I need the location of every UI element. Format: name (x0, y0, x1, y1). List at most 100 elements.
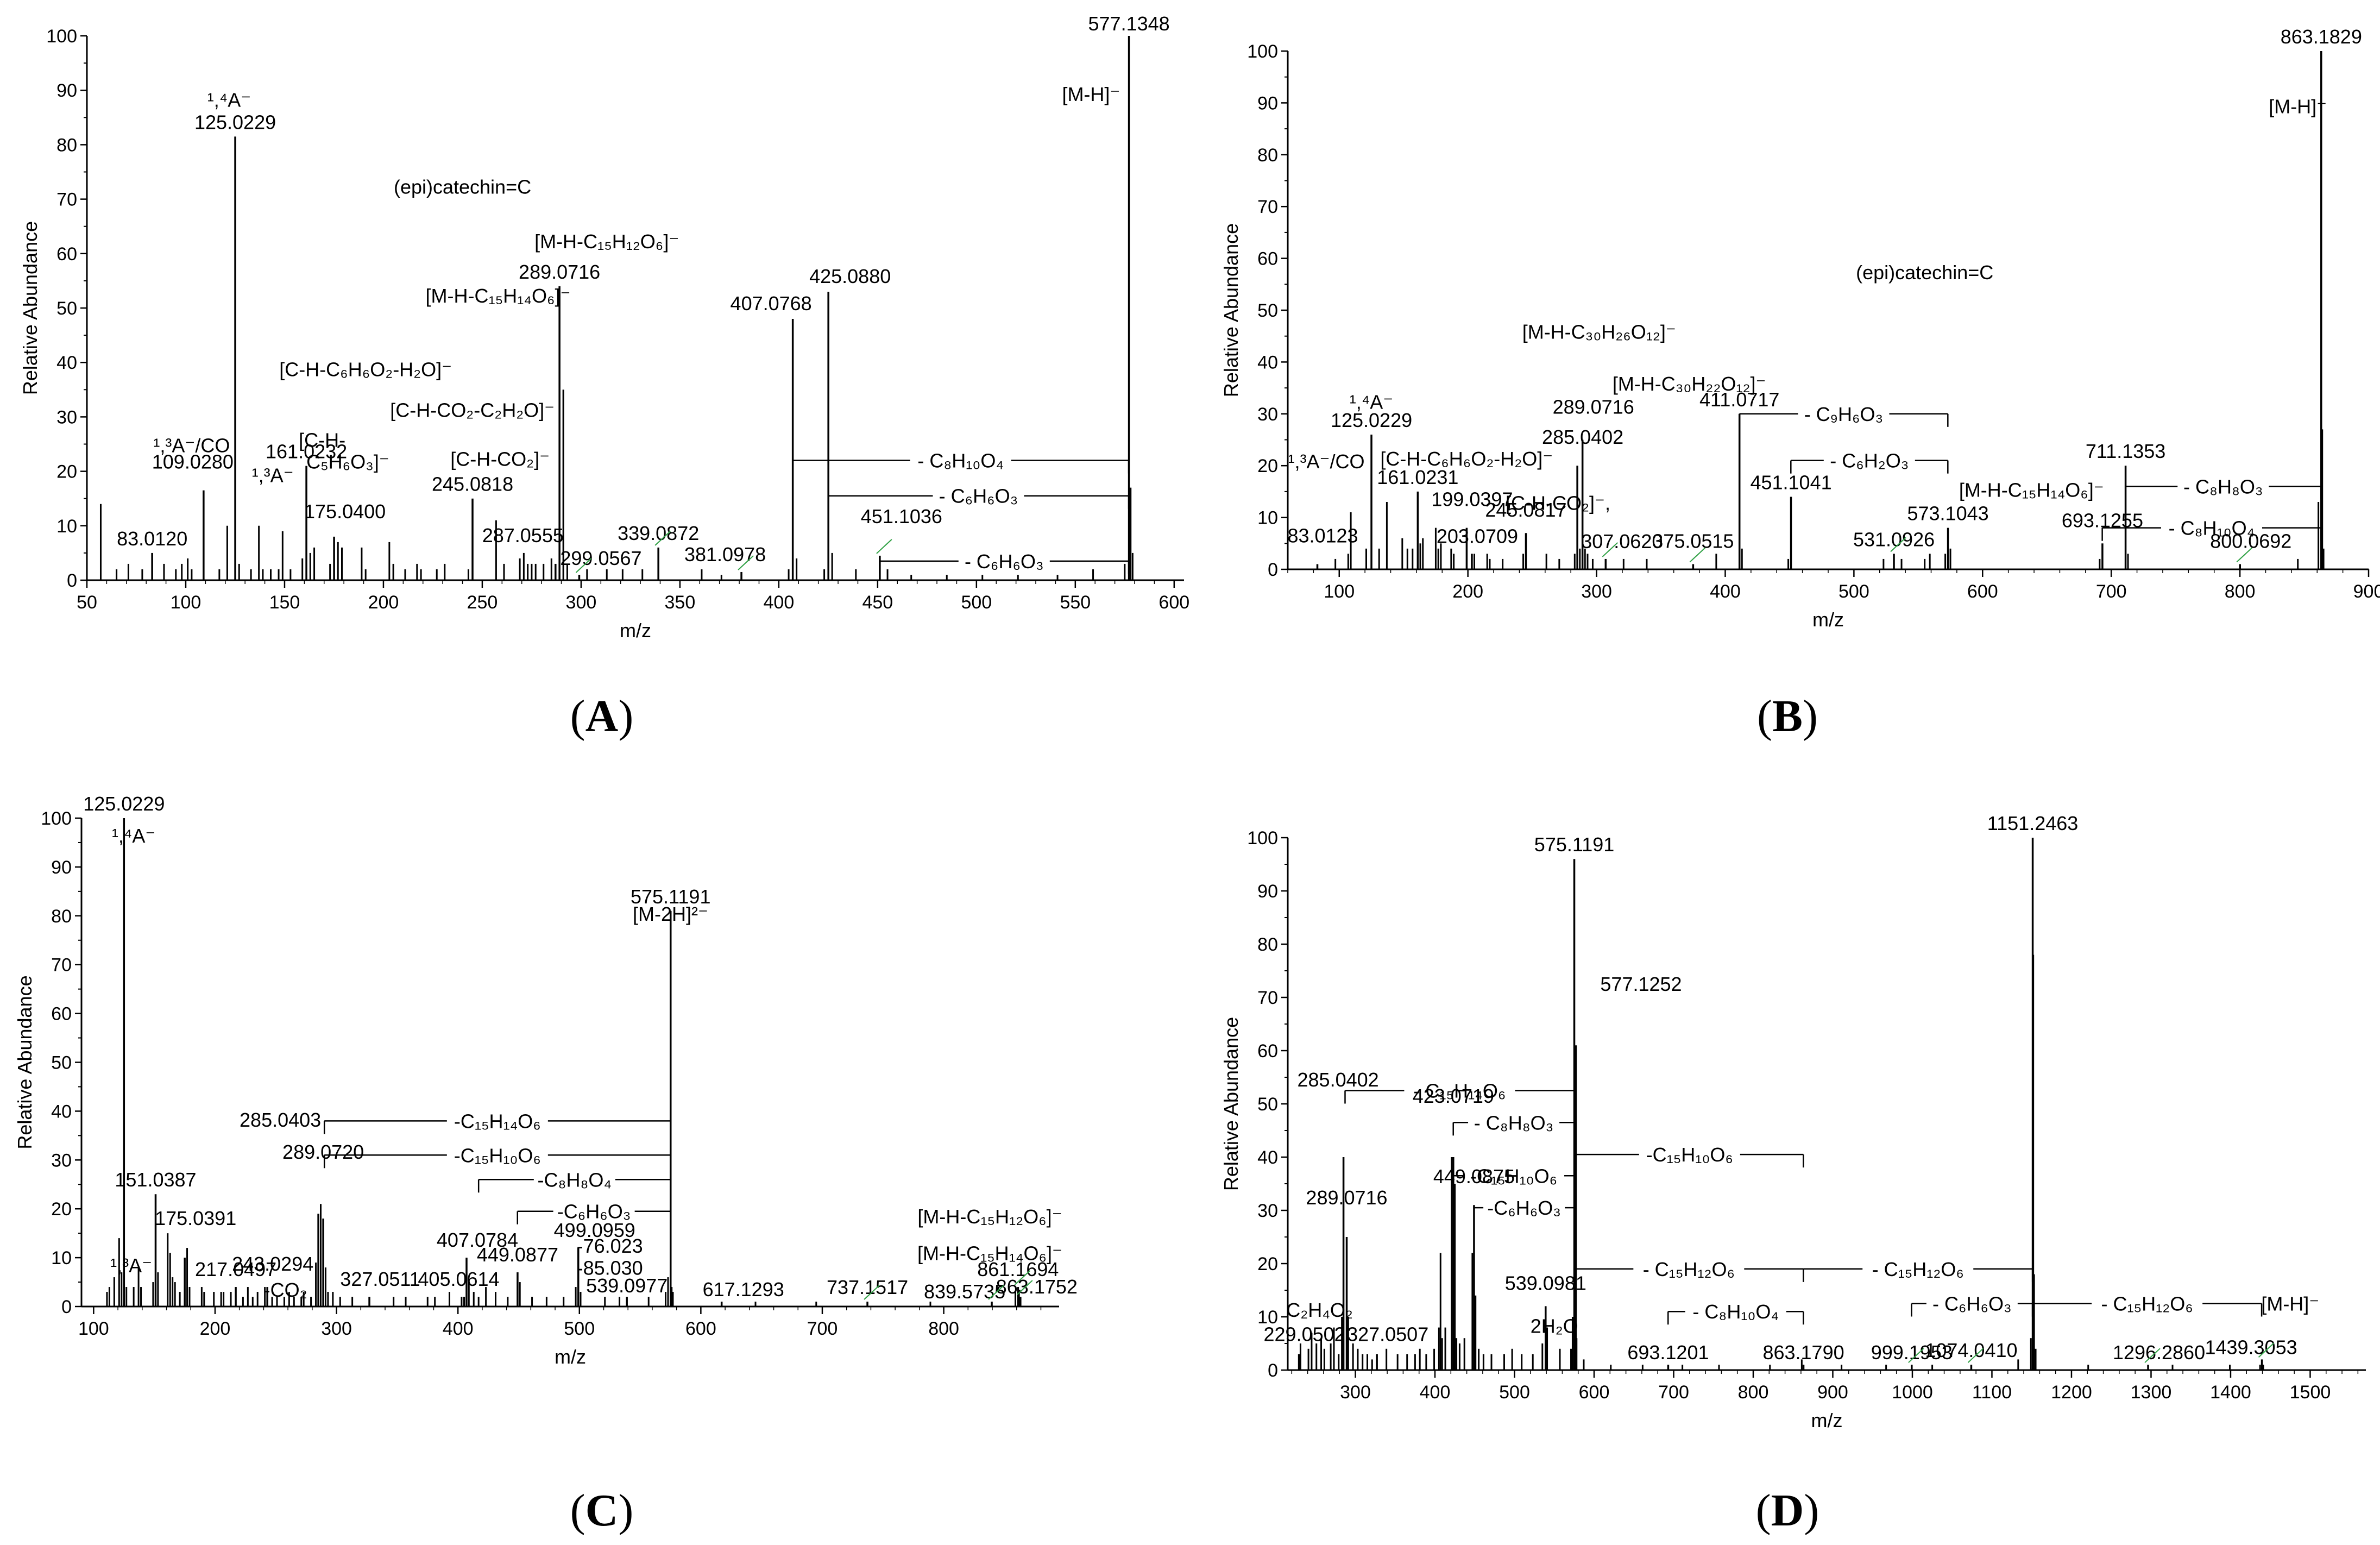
x-axis-label: m/z (555, 1346, 586, 1368)
peak-label: 83.0123 (1287, 524, 1358, 547)
peak-label: 285.0403 (240, 1109, 321, 1131)
peak-label: 243.0294 (232, 1253, 313, 1275)
x-tick-label: 600 (685, 1318, 716, 1339)
y-tick-label: 90 (1257, 881, 1278, 902)
ion-annotation: [M-H-C₃₀H₂₂O₁₂]⁻ (1613, 373, 1766, 395)
x-tick-label: 250 (467, 592, 498, 613)
ion-annotation: ¹,³A⁻ (252, 464, 294, 487)
neutral-loss-bracket: - C₁₅H₁₄O₆ (1344, 1080, 1575, 1104)
x-tick-label: 700 (2096, 581, 2127, 602)
peak-label: 307.0620 (1581, 530, 1663, 552)
y-tick-label: 70 (51, 955, 72, 976)
spectrum-a: 0 10 20 30 40 50 60 70 80 90 100 50 100 150 200 250 300 3… (19, 12, 1189, 642)
peak-label: 577.1252 (1600, 973, 1682, 995)
peak-label: 575.1191 (631, 885, 710, 908)
y-tick-label: 100 (1247, 828, 1278, 849)
ion-annotation: [M-H]⁻ (2269, 95, 2327, 117)
y-tick-label: 40 (1257, 1147, 1278, 1168)
green-leader (1967, 1348, 1984, 1363)
green-leader (654, 531, 671, 546)
panel-letter-c: (C) (570, 1485, 634, 1536)
x-tick-label: 700 (1658, 1382, 1689, 1403)
neutral-loss-bracket: - C₈H₁₀O₄ (1667, 1301, 1804, 1325)
peak-label: 1074.0410 (1925, 1339, 2017, 1361)
green-leader (2236, 547, 2252, 563)
y-axis-label: Relative Abundance (1220, 1017, 1242, 1191)
spectrum-c: 0 10 20 30 40 50 60 70 80 90 100 100 200 300 400 500 600… (14, 793, 1078, 1368)
y-tick-label: 10 (1257, 1307, 1278, 1328)
green-leader (988, 1285, 1004, 1300)
x-tick-label: 100 (171, 592, 202, 613)
x-tick-label: 500 (961, 592, 992, 613)
x-tick-label: 1200 (2051, 1382, 2092, 1403)
peak-label: 1296.2860 (2113, 1341, 2205, 1364)
peak-label: 175.0400 (304, 500, 386, 523)
y-tick-label: 40 (56, 353, 77, 373)
x-tick-label: 400 (1710, 581, 1741, 602)
neutral-loss-label: - C₉H₆O₃ (1804, 403, 1883, 425)
y-tick-label: 10 (51, 1248, 72, 1268)
ion-annotation: ¹,³A⁻/CO (1288, 450, 1365, 473)
x-tick-label: 200 (368, 592, 399, 613)
y-tick-label: 40 (1257, 352, 1278, 373)
peak-label: 451.1036 (861, 505, 942, 527)
y-tick-label: 30 (1257, 1201, 1278, 1221)
neutral-loss-label: - C₁₅H₁₂O₆ (1643, 1258, 1735, 1280)
neutral-loss-bracket: - C₁₅H₁₂O₆ (1573, 1258, 1804, 1282)
peak-label: 161.0232 (266, 441, 347, 463)
peak-label: 339.0872 (618, 522, 699, 544)
ion-annotation: C₂H₄O₂ (1286, 1299, 1353, 1321)
green-leader (1908, 1348, 1924, 1363)
peak-label: 1439.3053 (2205, 1336, 2297, 1358)
y-tick-label: 60 (1257, 249, 1278, 269)
y-tick-label: 20 (56, 462, 77, 482)
x-tick-label: 300 (1340, 1382, 1371, 1403)
y-tick-label: 0 (1268, 1360, 1278, 1381)
peak-label: 1151.2463 (1987, 812, 2079, 834)
peak-label: 327.0511 (340, 1268, 420, 1290)
ion-annotation: [C-H-CO₂]⁻ (450, 448, 550, 470)
neutral-loss-bracket: - C₆H₆O₃ (827, 485, 1130, 509)
panel-b: 0 10 20 30 40 50 60 70 80 90 100 100 200 300 400 500 600… (1190, 0, 2380, 772)
neutral-loss-bracket: -C₆H₆O₃ (517, 1201, 671, 1224)
y-tick-label: 90 (51, 857, 72, 878)
y-tick-label: 0 (61, 1297, 72, 1317)
peak-label: 289.0720 (282, 1141, 364, 1163)
y-tick-label: 70 (56, 190, 77, 210)
y-tick-label: 70 (1257, 988, 1278, 1008)
x-tick-label: 900 (2353, 581, 2380, 602)
neutral-loss-label: -C₆H₆O₃ (557, 1201, 631, 1223)
neutral-loss-label: - C₁₅H₁₄O₆ (1413, 1080, 1506, 1102)
neutral-loss-bracket: - C₈H₁₀O₄ (2101, 517, 2322, 541)
ion-annotation: [C-H-C₆H₆O₂-H₂O]⁻ (279, 358, 452, 380)
x-tick-label: 1100 (1972, 1382, 2012, 1403)
neutral-loss-label: - C₆H₂O₃ (1830, 450, 1909, 472)
neutral-loss-bracket: -C₆H₆O₃ (1473, 1197, 1575, 1221)
panel-letter-b: (B) (1757, 691, 1818, 742)
peak-label: 125.0229 (1331, 409, 1412, 431)
x-axis-label: m/z (620, 619, 651, 642)
neutral-loss-bracket: - C₆H₆O₃ (879, 550, 1130, 574)
y-tick-label: 10 (1257, 508, 1278, 529)
peak-label: 109.0280 (152, 451, 234, 473)
y-axis-label: Relative Abundance (1220, 223, 1242, 397)
peak-label: 573.1043 (1907, 503, 1988, 525)
peak-label: 289.0716 (519, 261, 600, 283)
x-tick-label: 800 (928, 1318, 959, 1339)
peak-label: 285.0402 (1542, 426, 1623, 448)
panel-d: 0 10 20 30 40 50 60 70 80 90 100 300 400 500 600 700 800… (1190, 772, 2380, 1545)
neutral-loss-bracket: - C₆H₆O₃ (1911, 1293, 2033, 1317)
x-tick-label: 550 (1060, 592, 1091, 613)
ion-annotation: [M-H-C₁₅H₁₂O₆]⁻ (917, 1205, 1062, 1228)
peak-label: 375.0515 (1652, 530, 1734, 552)
peak-label: 737.1517 (827, 1276, 908, 1298)
peak-label: 423.0719 (1413, 1085, 1494, 1107)
neutral-loss-label: -C₁₅H₁₀O₆ (1470, 1165, 1557, 1187)
peak-label: 839.5735 (924, 1280, 1005, 1303)
peak-label: 539.0977 (586, 1274, 668, 1297)
green-leader (1602, 542, 1618, 557)
peak-label: 285.0402 (1298, 1069, 1379, 1091)
peak-label: 245.0817 (1485, 499, 1566, 521)
y-tick-label: 100 (46, 26, 77, 47)
ion-annotation: [M-2H]²⁻ (633, 903, 708, 925)
